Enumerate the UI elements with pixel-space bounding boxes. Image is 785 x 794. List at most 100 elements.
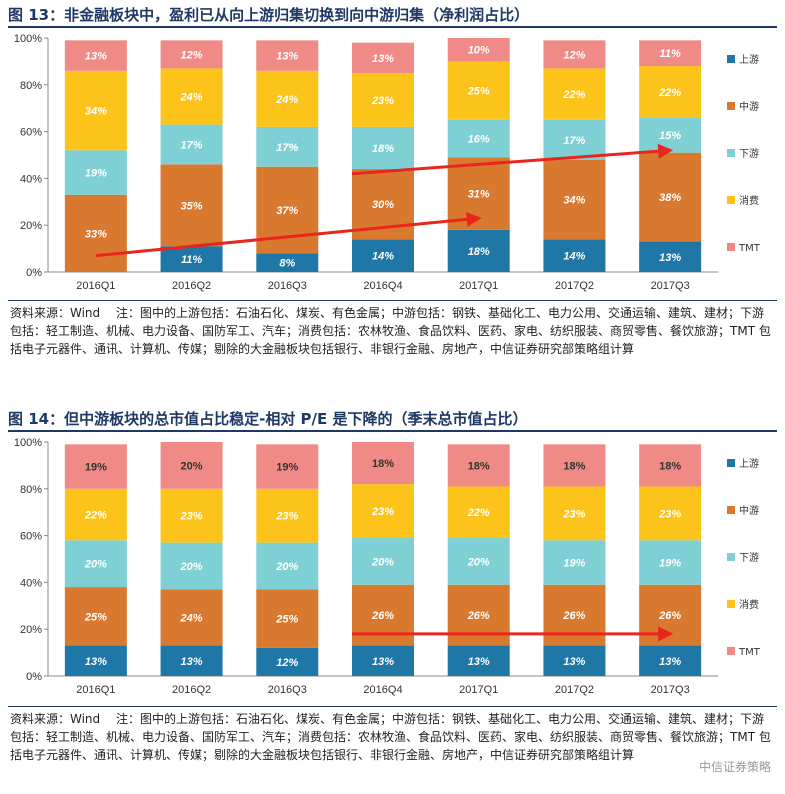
data-label: 13% bbox=[85, 51, 107, 63]
legend-label: 消费 bbox=[739, 598, 759, 611]
source-divider bbox=[8, 706, 777, 707]
x-tick-label: 2017Q2 bbox=[555, 280, 594, 292]
legend-swatch bbox=[727, 553, 735, 561]
bar-segment bbox=[256, 444, 319, 489]
data-label: 18% bbox=[563, 460, 585, 472]
legend-swatch bbox=[727, 600, 735, 608]
legend-swatch bbox=[727, 243, 735, 251]
bar-segment bbox=[160, 542, 223, 590]
bar-segment bbox=[352, 584, 414, 646]
bar-segment bbox=[160, 164, 223, 247]
legend-label: 中游 bbox=[739, 100, 759, 113]
legend-swatch bbox=[727, 506, 735, 514]
legend-swatch bbox=[727, 149, 735, 157]
data-label: 26% bbox=[658, 610, 681, 622]
bar-segment bbox=[160, 488, 223, 543]
trend-arrow bbox=[351, 143, 674, 176]
bar-segment bbox=[543, 68, 606, 120]
bar-segment bbox=[64, 40, 127, 71]
data-label: 37% bbox=[276, 205, 298, 217]
x-tick-label: 2017Q2 bbox=[555, 684, 594, 696]
bar-segment bbox=[64, 587, 127, 646]
data-label: 35% bbox=[181, 200, 203, 212]
bar-segment bbox=[639, 66, 702, 118]
x-tick-label: 2016Q2 bbox=[172, 280, 211, 292]
data-label: 19% bbox=[85, 168, 107, 180]
source-note: 资料来源：Wind 注：图中的上游包括：石油石化、煤炭、有色金属；中游包括：钢铁… bbox=[10, 712, 771, 762]
figure-13: 图 13：非金融板块中，盈利已从向上游归集切换到向中游归集（净利润占比） 0% 2… bbox=[0, 0, 785, 396]
bar-segment bbox=[352, 239, 414, 272]
bar-segment bbox=[352, 126, 414, 170]
y-tick-label: 40% bbox=[20, 173, 42, 185]
bar-segment bbox=[543, 40, 606, 69]
bar-segment bbox=[639, 540, 702, 585]
legend-label: 上游 bbox=[739, 457, 759, 470]
data-label: 20% bbox=[467, 556, 490, 568]
data-label: 34% bbox=[563, 194, 585, 206]
bar-segment bbox=[639, 40, 702, 67]
bar-segment bbox=[543, 584, 606, 646]
data-label: 13% bbox=[563, 656, 585, 668]
bar-segment bbox=[160, 442, 223, 489]
bar-segment bbox=[256, 40, 319, 71]
data-label: 23% bbox=[180, 511, 203, 523]
data-label: 13% bbox=[468, 656, 490, 668]
data-label: 26% bbox=[562, 610, 585, 622]
legend-swatch bbox=[727, 102, 735, 110]
bar-segment bbox=[64, 150, 127, 195]
bar-segment bbox=[543, 486, 606, 541]
data-label: 15% bbox=[659, 130, 681, 142]
bar-segment bbox=[447, 537, 510, 585]
bar-segment bbox=[160, 124, 223, 165]
data-label: 12% bbox=[276, 657, 298, 669]
bar-segment bbox=[256, 589, 319, 648]
data-label: 20% bbox=[180, 561, 203, 573]
data-label: 13% bbox=[85, 656, 107, 668]
bar-segment bbox=[352, 484, 414, 538]
bar-segment bbox=[447, 584, 510, 646]
bar-segment bbox=[64, 70, 127, 151]
data-label: 19% bbox=[276, 462, 298, 474]
data-label: 38% bbox=[659, 192, 681, 204]
data-label: 20% bbox=[84, 559, 107, 571]
legend-label: 下游 bbox=[739, 551, 759, 564]
data-label: 22% bbox=[467, 507, 490, 519]
data-label: 20% bbox=[275, 561, 298, 573]
watermark: 中信证券策略 bbox=[698, 760, 771, 774]
bar-segment bbox=[256, 126, 319, 167]
data-label: 10% bbox=[468, 45, 490, 57]
data-label: 23% bbox=[371, 95, 394, 107]
bar-segment bbox=[160, 40, 223, 69]
data-label: 22% bbox=[84, 510, 107, 522]
data-label: 26% bbox=[371, 610, 394, 622]
x-tick-label: 2016Q3 bbox=[268, 684, 307, 696]
legend-label: 上游 bbox=[739, 53, 759, 66]
bar-segment bbox=[352, 73, 414, 127]
data-label: 13% bbox=[276, 51, 298, 63]
data-label: 14% bbox=[563, 251, 585, 263]
x-tick-label: 2017Q1 bbox=[459, 684, 498, 696]
data-label: 20% bbox=[371, 556, 394, 568]
bar-segment bbox=[64, 444, 127, 489]
title-divider bbox=[8, 430, 777, 432]
data-label: 23% bbox=[275, 511, 298, 523]
data-label: 13% bbox=[659, 252, 681, 264]
bar-segment bbox=[160, 589, 223, 646]
stacked-bar-chart: 0% 20% 40% 60% 80% 100% 33% 19% 34% 13% 2016Q1 11% 3… bbox=[14, 33, 761, 292]
bar-segment bbox=[639, 645, 702, 676]
x-tick-label: 2017Q3 bbox=[651, 280, 690, 292]
data-label: 19% bbox=[563, 558, 585, 570]
y-tick-label: 60% bbox=[20, 531, 42, 543]
data-label: 24% bbox=[275, 94, 298, 106]
x-tick-label: 2016Q2 bbox=[172, 684, 211, 696]
data-label: 12% bbox=[563, 49, 585, 61]
data-label: 16% bbox=[468, 134, 490, 146]
bar-segment bbox=[543, 645, 606, 676]
bar-segment bbox=[64, 194, 127, 272]
data-label: 31% bbox=[468, 189, 490, 201]
data-label: 11% bbox=[660, 48, 681, 60]
data-label: 34% bbox=[85, 106, 107, 118]
bar-segment bbox=[447, 61, 510, 120]
data-label: 12% bbox=[181, 49, 203, 61]
bar-segment bbox=[160, 246, 223, 272]
